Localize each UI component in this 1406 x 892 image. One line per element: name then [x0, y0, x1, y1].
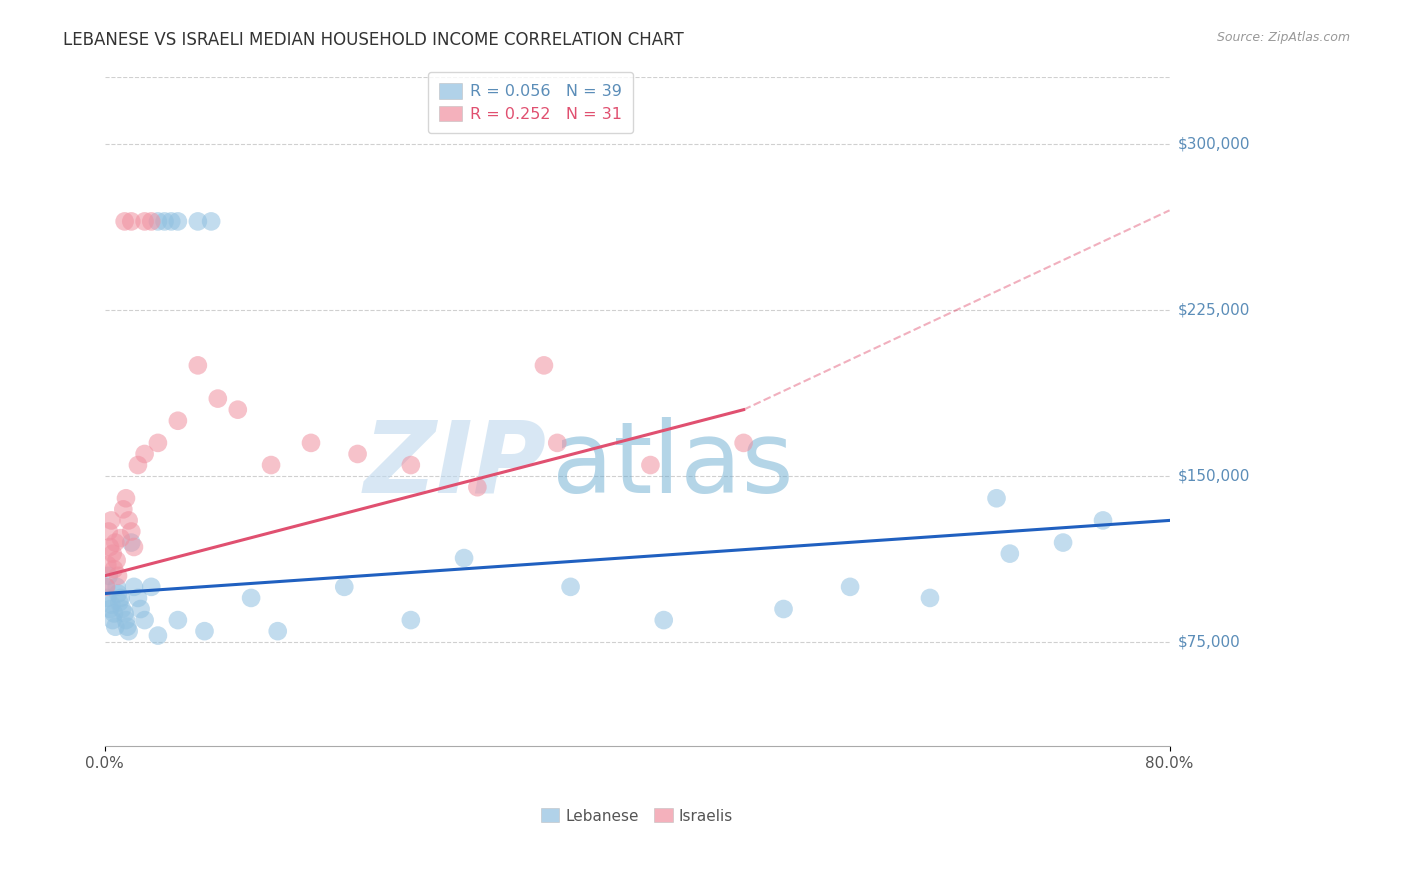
- Point: [998, 547, 1021, 561]
- Point: [560, 580, 582, 594]
- Point: [105, 553, 128, 567]
- Point: [533, 359, 555, 373]
- Legend: Lebanese, Israelis: Lebanese, Israelis: [533, 801, 741, 831]
- Point: [187, 359, 209, 373]
- Point: [134, 214, 156, 228]
- Point: [160, 214, 183, 228]
- Point: [120, 214, 142, 228]
- Point: [107, 569, 129, 583]
- Point: [97, 524, 120, 539]
- Point: [134, 613, 156, 627]
- Point: [104, 535, 127, 549]
- Point: [733, 436, 755, 450]
- Text: LEBANESE VS ISRAELI MEDIAN HOUSEHOLD INCOME CORRELATION CHART: LEBANESE VS ISRAELI MEDIAN HOUSEHOLD INC…: [63, 31, 685, 49]
- Point: [101, 547, 124, 561]
- Point: [122, 540, 145, 554]
- Point: [399, 458, 422, 472]
- Point: [115, 491, 138, 506]
- Point: [839, 580, 862, 594]
- Point: [187, 214, 209, 228]
- Point: [986, 491, 1008, 506]
- Point: [1052, 535, 1074, 549]
- Point: [299, 436, 322, 450]
- Text: $300,000: $300,000: [1178, 136, 1250, 152]
- Point: [96, 591, 118, 605]
- Point: [167, 214, 190, 228]
- Point: [260, 458, 283, 472]
- Text: $225,000: $225,000: [1178, 302, 1250, 318]
- Point: [453, 551, 475, 566]
- Point: [146, 436, 169, 450]
- Point: [98, 602, 121, 616]
- Point: [240, 591, 263, 605]
- Point: [207, 392, 229, 406]
- Point: [94, 580, 117, 594]
- Point: [141, 214, 163, 228]
- Point: [918, 591, 941, 605]
- Point: [226, 402, 249, 417]
- Point: [167, 613, 190, 627]
- Point: [1092, 513, 1115, 527]
- Text: ZIP: ZIP: [364, 417, 547, 514]
- Point: [193, 624, 215, 639]
- Point: [117, 513, 139, 527]
- Point: [103, 562, 125, 576]
- Point: [652, 613, 675, 627]
- Text: Source: ZipAtlas.com: Source: ZipAtlas.com: [1216, 31, 1350, 45]
- Point: [120, 535, 142, 549]
- Point: [117, 620, 139, 634]
- Point: [97, 569, 120, 583]
- Point: [110, 591, 132, 605]
- Point: [146, 629, 169, 643]
- Point: [122, 580, 145, 594]
- Point: [110, 531, 132, 545]
- Point: [100, 513, 122, 527]
- Point: [100, 598, 122, 612]
- Point: [108, 595, 131, 609]
- Point: [399, 613, 422, 627]
- Text: $150,000: $150,000: [1178, 468, 1250, 483]
- Point: [546, 436, 568, 450]
- Point: [103, 607, 125, 621]
- Point: [114, 607, 136, 621]
- Point: [101, 613, 124, 627]
- Point: [115, 613, 138, 627]
- Point: [96, 558, 118, 572]
- Point: [267, 624, 290, 639]
- Point: [114, 214, 136, 228]
- Point: [94, 580, 117, 594]
- Point: [333, 580, 356, 594]
- Point: [167, 414, 190, 428]
- Point: [127, 591, 149, 605]
- Text: $75,000: $75,000: [1178, 635, 1240, 649]
- Text: atlas: atlas: [553, 417, 793, 514]
- Point: [346, 447, 368, 461]
- Point: [107, 586, 129, 600]
- Point: [129, 602, 152, 616]
- Point: [146, 214, 169, 228]
- Point: [134, 447, 156, 461]
- Point: [105, 580, 128, 594]
- Point: [640, 458, 662, 472]
- Point: [772, 602, 794, 616]
- Point: [153, 214, 176, 228]
- Point: [98, 540, 121, 554]
- Point: [111, 602, 134, 616]
- Point: [127, 458, 149, 472]
- Point: [104, 620, 127, 634]
- Point: [200, 214, 222, 228]
- Point: [117, 624, 139, 639]
- Point: [467, 480, 489, 494]
- Point: [120, 524, 142, 539]
- Point: [141, 580, 163, 594]
- Point: [112, 502, 135, 516]
